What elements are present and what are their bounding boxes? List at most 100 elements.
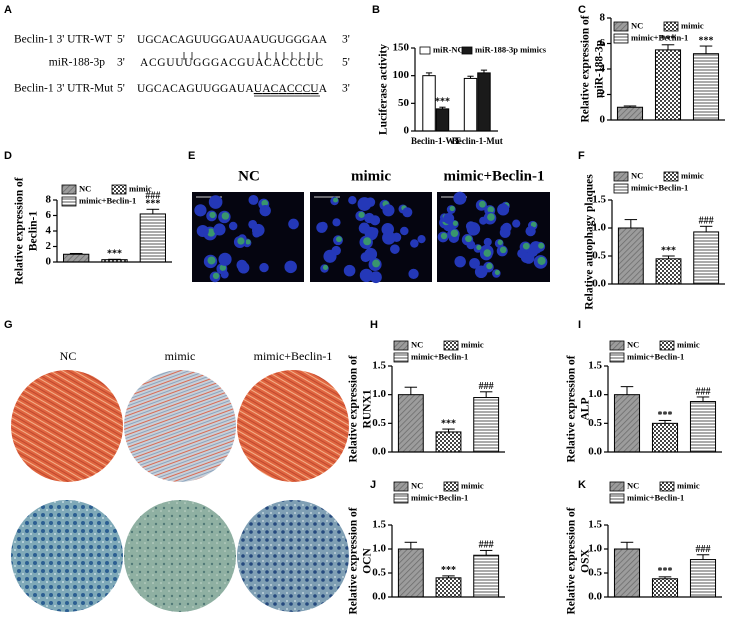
sequence-part: UGCACAGUUGGAUAAUGUGGGAA <box>137 34 328 46</box>
bar <box>654 49 682 121</box>
y-tick-label: 1.5 <box>588 360 602 372</box>
legend-swatch <box>663 21 679 32</box>
y-tick-label: 1.0 <box>372 388 386 400</box>
row-name: miR-188-3p <box>49 57 105 69</box>
cell-signal <box>322 264 329 271</box>
cell-signal <box>450 229 459 238</box>
legend-swatch <box>659 481 675 492</box>
sequence: UGCACAGUUGGAUAAUGUGGGAA <box>137 34 328 46</box>
legend-swatch <box>443 481 459 492</box>
cell <box>196 224 209 238</box>
sequence-mutated: UACACCCU <box>254 83 319 95</box>
legend-label: mimic <box>681 170 704 180</box>
stain-image <box>124 500 236 612</box>
cell <box>324 250 337 262</box>
bar <box>689 401 717 453</box>
y-tick-label: 100 <box>393 69 410 81</box>
cell <box>382 204 395 217</box>
cell-signal <box>207 256 216 265</box>
y-axis-label: OSX <box>580 548 592 572</box>
cell <box>288 218 299 230</box>
cell <box>284 260 297 274</box>
cell-signal <box>530 221 537 228</box>
legend-swatch <box>613 183 629 194</box>
panel-letter: I <box>578 319 581 331</box>
panel-letter: J <box>370 479 376 491</box>
y-tick-label: 0.0 <box>372 446 386 458</box>
image-label: mimic <box>165 349 196 363</box>
cell <box>525 225 536 237</box>
sequence: ACGUUUGGGACGUACACCCUC <box>140 57 323 69</box>
legend-label: mimic+Beclin-1 <box>79 195 136 205</box>
bar <box>617 227 644 285</box>
y-tick-label: 1.5 <box>588 519 602 531</box>
cell-signal <box>486 262 493 270</box>
row-end: 3' <box>342 83 350 95</box>
cell <box>408 268 419 279</box>
y-tick-label: 0.0 <box>592 278 606 290</box>
y-tick-label: 1.5 <box>592 194 606 206</box>
panel-letter: G <box>4 319 13 331</box>
cell <box>213 223 226 236</box>
cell <box>357 197 372 211</box>
stain-image <box>237 500 349 612</box>
legend-label: mimic+Beclin-1 <box>627 351 684 361</box>
cell <box>391 232 402 243</box>
bar <box>463 77 478 132</box>
row-end: 5' <box>117 83 125 95</box>
panel-letter: H <box>370 319 378 331</box>
significance-label: ### <box>696 386 711 397</box>
significance-label: ### <box>479 381 494 392</box>
legend-swatch <box>613 21 629 32</box>
cell <box>364 247 378 261</box>
y-tick-label: 6 <box>600 37 606 49</box>
legend-label: mimic <box>677 480 700 490</box>
y-tick-label: 0 <box>404 125 410 137</box>
image-label: NC <box>60 349 77 363</box>
y-tick-label: 0.0 <box>588 591 602 603</box>
legend-label: mimic+Beclin-1 <box>631 182 688 192</box>
legend-swatch <box>393 352 409 363</box>
significance-label: *** <box>145 199 160 210</box>
legend-label: miR-188-3p mimics <box>475 44 547 54</box>
stain-image <box>124 370 236 482</box>
significance-label: ### <box>696 544 711 555</box>
cell-signal <box>499 246 507 254</box>
sequence-part: A <box>319 83 328 95</box>
cell <box>479 216 488 225</box>
cell <box>400 226 409 236</box>
cell <box>417 235 426 244</box>
y-axis-label: Relative expression of <box>14 177 26 284</box>
legend-swatch <box>393 493 409 504</box>
legend-label: NC <box>631 20 643 30</box>
panel-letter: B <box>372 4 380 16</box>
image-group <box>192 191 550 284</box>
x-tick-label: Beclin-1-Mut <box>452 136 503 146</box>
cell-signal <box>358 211 365 218</box>
y-tick-label: 2 <box>600 88 606 100</box>
legend-label: mimic <box>681 20 704 30</box>
y-axis-label: Relative autophagy plaques <box>584 174 596 310</box>
y-tick-label: 4 <box>600 63 606 75</box>
image-label: NC <box>238 168 260 184</box>
cell-signal <box>209 211 216 219</box>
y-tick-label: 0.0 <box>588 446 602 458</box>
panel-letter: K <box>578 479 586 491</box>
legend-swatch <box>609 481 625 492</box>
y-tick-label: 0.5 <box>588 567 602 579</box>
cell-signal <box>440 232 448 240</box>
cell-signal <box>483 249 492 257</box>
y-tick-label: 150 <box>393 42 410 54</box>
y-tick-label: 0 <box>600 114 606 126</box>
legend-label: mimic <box>461 480 484 490</box>
y-tick-label: 0.0 <box>372 591 386 603</box>
significance-label: *** <box>435 97 450 108</box>
legend-swatch <box>609 340 625 351</box>
y-axis-label: Luciferase activity <box>378 44 390 135</box>
legend-swatch <box>61 196 77 207</box>
cell <box>220 270 229 279</box>
legend-label: mimic+Beclin-1 <box>631 32 688 42</box>
cell <box>316 222 328 233</box>
panel-letter: D <box>4 150 12 162</box>
